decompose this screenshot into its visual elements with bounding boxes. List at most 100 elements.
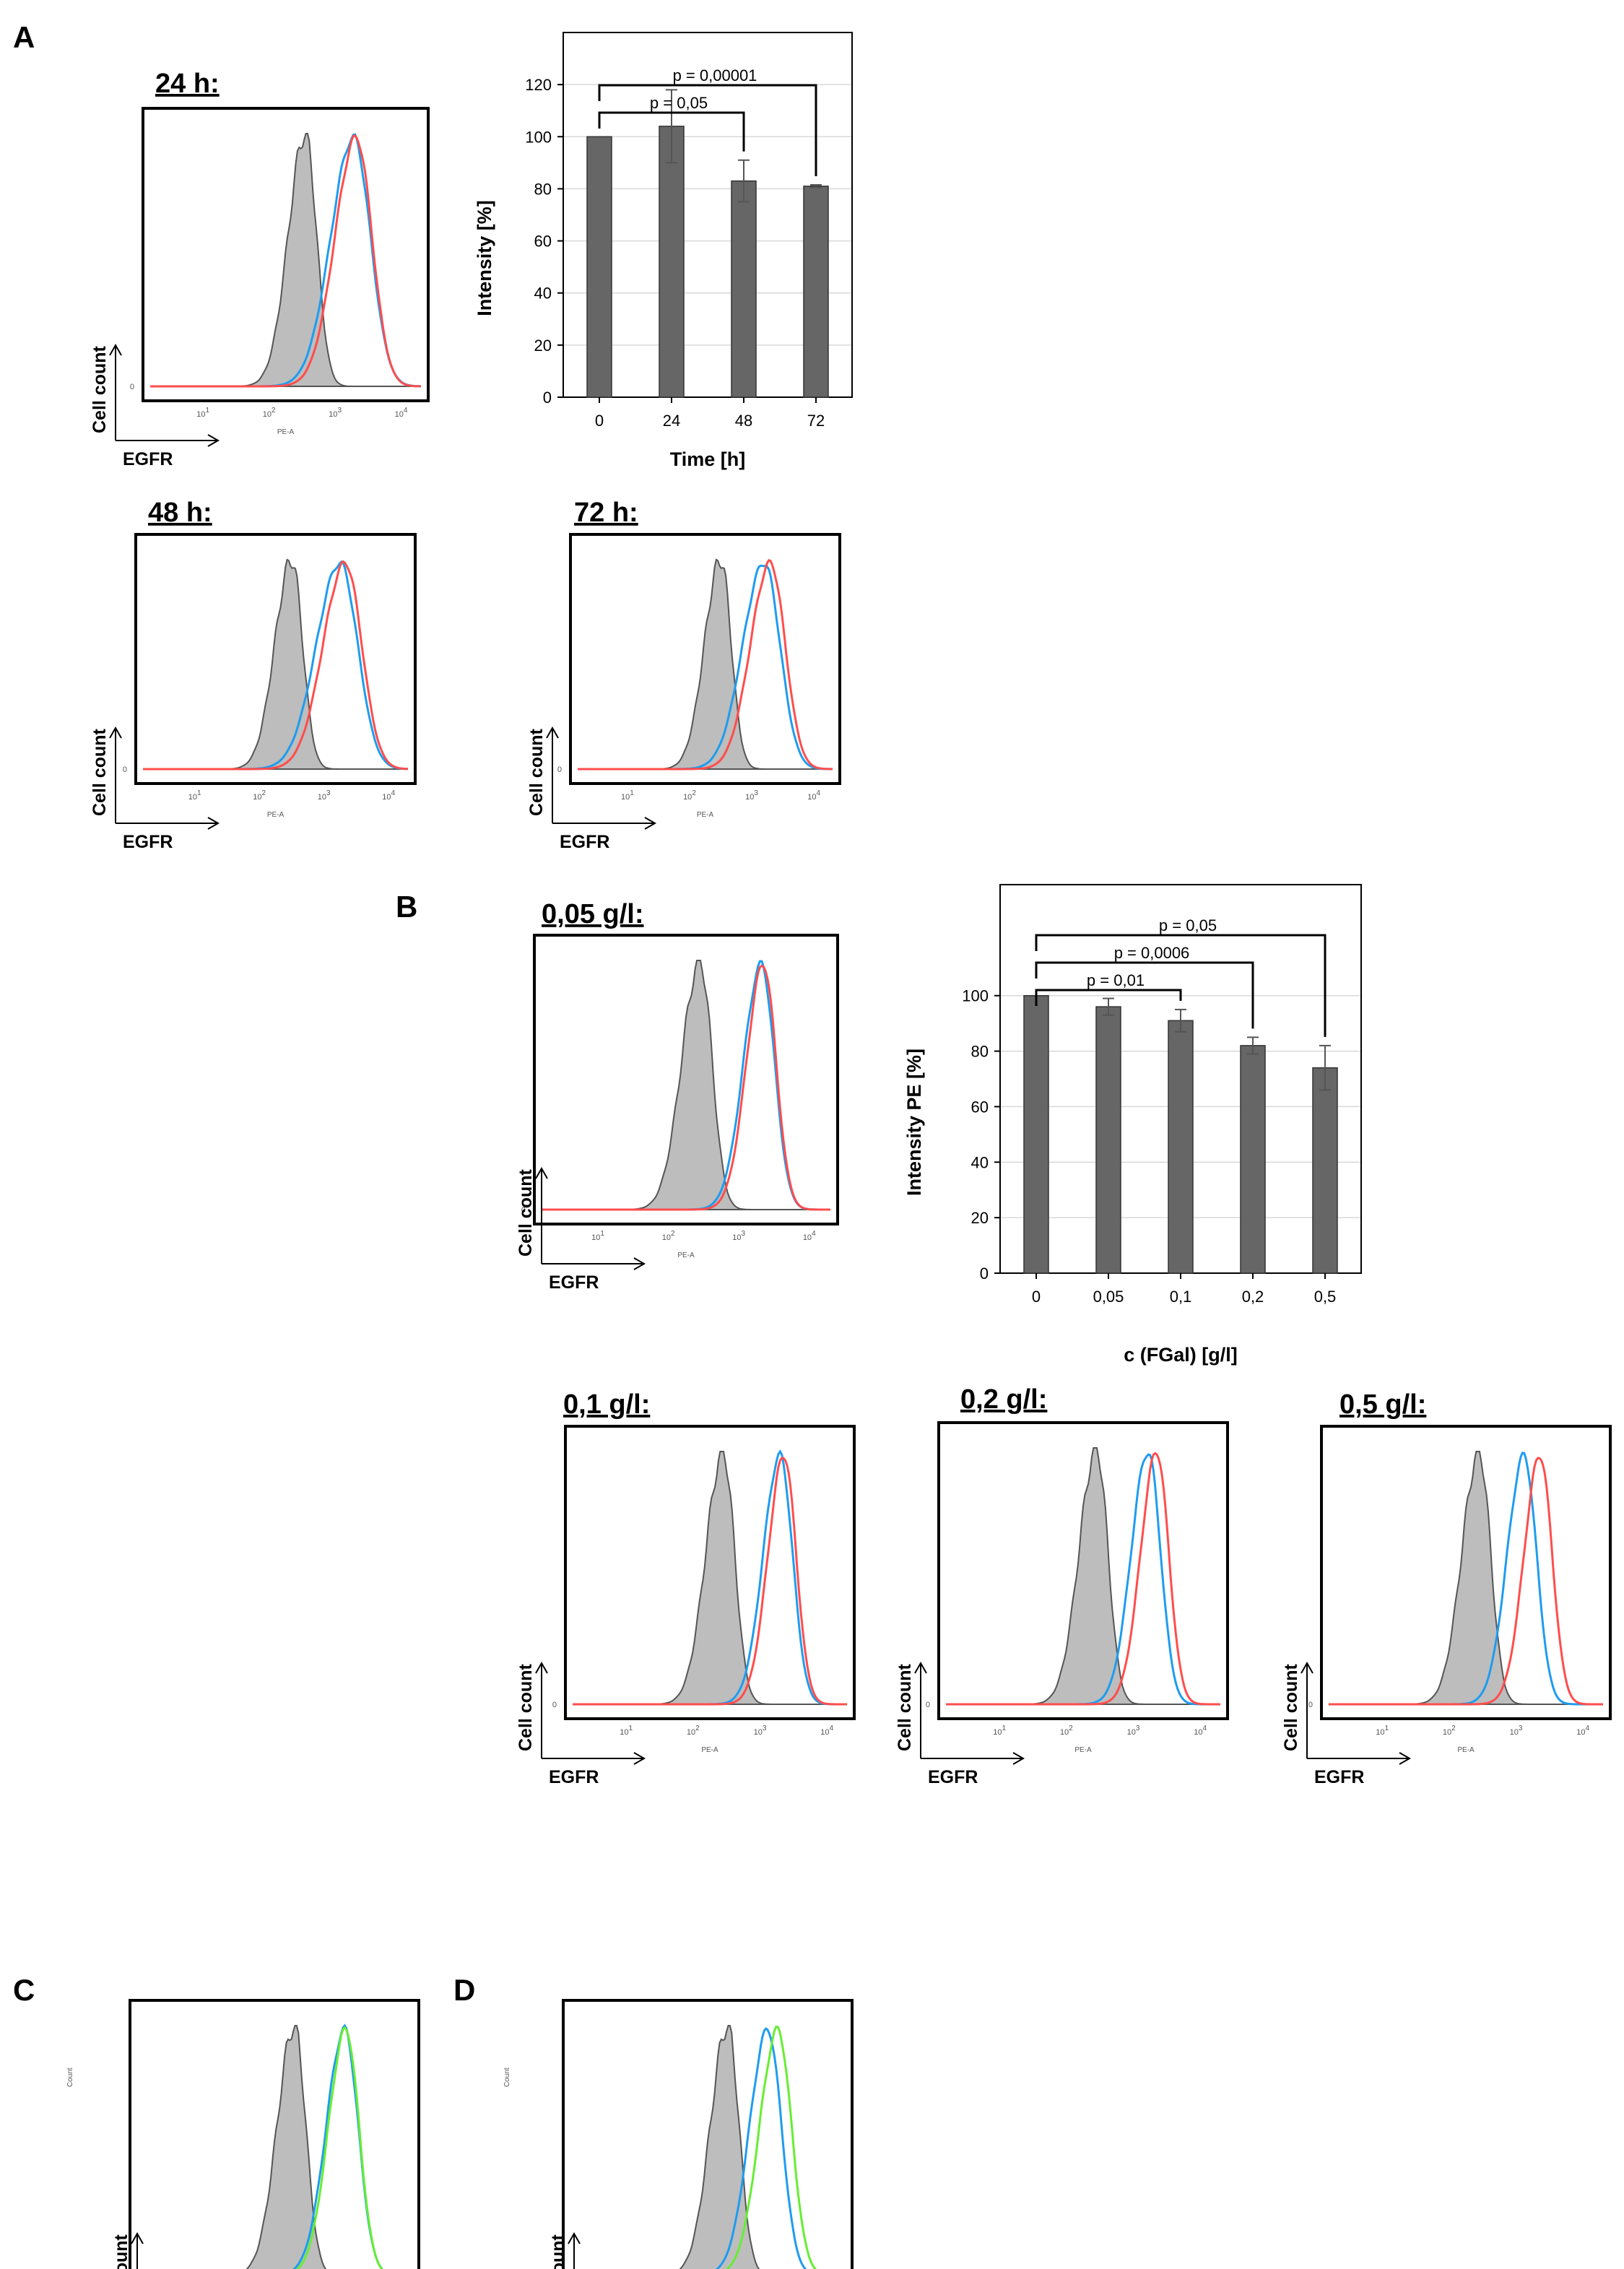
bar — [1240, 1045, 1266, 1274]
hist-title-01: 0,1 g/l: — [563, 1389, 650, 1420]
y-arrow-head — [109, 343, 122, 356]
decade-exponent: 3 — [754, 789, 758, 797]
bar — [659, 126, 685, 398]
decade-exponent: 3 — [763, 1724, 767, 1732]
decade-tick: 103 — [329, 407, 342, 419]
histogram-frame — [937, 1421, 1229, 1720]
y-axis-title: Intensity PE [%] — [903, 1049, 925, 1196]
egfr-label: EGFR — [123, 449, 173, 469]
decade-exponent: 2 — [692, 789, 696, 797]
x-tick-label: 48 — [735, 412, 752, 430]
decade-tick: 103 — [745, 789, 758, 802]
y-arrow-head — [546, 726, 559, 739]
bar — [1023, 994, 1049, 1274]
significance-bracket — [598, 111, 745, 152]
untreated-histogram — [578, 559, 833, 771]
histogram-01: 0 101 102 103 104 PE-A Cell count EGFR — [516, 1425, 856, 1787]
decade-tick: 101 — [591, 1230, 604, 1242]
pe-axis-label: PE-A — [267, 811, 285, 819]
significance-bracket — [1035, 934, 1326, 1037]
y-tick-label: 80 — [971, 1043, 989, 1061]
egfr-label: EGFR — [123, 832, 173, 852]
untreated-histogram — [143, 560, 409, 771]
decade-exponent: 4 — [1586, 1724, 1590, 1732]
zero-tick: 0 — [926, 1701, 930, 1709]
p-value-label: p = 0,05 — [1159, 916, 1217, 934]
cell-count-label: Cell count — [548, 2234, 568, 2269]
y-arrow-head — [914, 1661, 927, 1674]
control-histogram — [1329, 1451, 1603, 1705]
decade-exponent: 2 — [1069, 1724, 1073, 1732]
p-value-label: p = 0,0006 — [1114, 944, 1190, 962]
y-tick-label: 120 — [525, 76, 552, 94]
alt-histogram — [725, 2025, 817, 2269]
decade-tick: 102 — [253, 789, 266, 802]
control-histogram — [150, 133, 421, 387]
y-arrow-head — [109, 726, 122, 739]
significance-bracket — [598, 84, 817, 177]
x-axis-title: c (FGal) [g/l] — [1124, 1344, 1238, 1366]
y-tick-label: 60 — [534, 233, 552, 251]
decade-tick: 104 — [820, 1724, 833, 1737]
x-tick-label: 0,05 — [1093, 1288, 1124, 1306]
histogram-frame — [129, 1999, 420, 2269]
x-tick-label: 0 — [595, 412, 604, 430]
y-arrow-head — [568, 2231, 581, 2244]
panel-label-a: A — [13, 20, 35, 54]
cell-count-label: Cell count — [895, 1663, 915, 1751]
panel-label-c: C — [13, 1973, 35, 2007]
histogram-frame — [569, 533, 841, 785]
y-tick-label: 0 — [543, 389, 552, 407]
decade-exponent: 1 — [197, 789, 201, 797]
bar — [1312, 1067, 1338, 1274]
cell-count-label: Cell count — [516, 1168, 536, 1257]
x-tick-label: 24 — [663, 412, 680, 430]
p-value-label: p = 0,05 — [650, 94, 708, 112]
egfr-label: EGFR — [549, 1272, 599, 1293]
zero-tick: 0 — [1308, 1701, 1313, 1709]
decade-exponent: 2 — [261, 789, 266, 797]
decade-tick: 104 — [803, 1230, 816, 1242]
x-arrow-head — [207, 434, 220, 447]
decade-tick: 101 — [188, 789, 201, 802]
decade-exponent: 4 — [830, 1724, 834, 1732]
y-tick-label: 40 — [971, 1153, 989, 1171]
decade-tick: 102 — [1443, 1724, 1456, 1737]
decade-exponent: 1 — [600, 1230, 604, 1238]
cell-count-label: Cell count — [111, 2234, 131, 2269]
decade-exponent: 1 — [1384, 1724, 1389, 1732]
histogram-24h: 0 101 102 103 104 PE-A Cell count EGFR — [90, 107, 430, 469]
untreated-histogram — [1329, 1457, 1603, 1706]
pe-axis-label: PE-A — [677, 1251, 695, 1259]
cell-count-label: Cell count — [1281, 1663, 1301, 1751]
y-arrow-head — [1300, 1661, 1313, 1674]
hist-title-72h: 72 h: — [574, 498, 638, 528]
decade-exponent: 4 — [1203, 1724, 1207, 1732]
x-tick-label: 72 — [807, 412, 825, 430]
x-arrow-head — [633, 1752, 646, 1765]
x-tick-label: 0,1 — [1170, 1288, 1192, 1306]
decade-tick: 104 — [1194, 1724, 1207, 1737]
control-histogram — [246, 2025, 327, 2269]
y-arrow-head — [535, 1661, 548, 1674]
hist-title-005: 0,05 g/l: — [542, 899, 644, 929]
cell-count-label: Cell count — [526, 728, 547, 816]
y-tick-label: 0 — [980, 1264, 989, 1283]
decade-exponent: 2 — [1451, 1724, 1456, 1732]
y-arrow-head — [535, 1166, 548, 1179]
x-axis-title: Time [h] — [670, 448, 746, 470]
panel-label-d: D — [453, 1973, 475, 2007]
decade-tick: 101 — [621, 789, 634, 802]
histogram-frame — [564, 1425, 856, 1720]
decade-exponent: 1 — [1002, 1724, 1006, 1732]
hist-title-02: 0,2 g/l: — [960, 1384, 1047, 1415]
bar-chart-time: 0 20 40 60 80 100 120 0 24 48 72 Intensity [%] Time … — [474, 32, 853, 470]
histogram-frame — [562, 1999, 854, 2269]
histogram-72h: 0 101 102 103 104 PE-A Cell count EGFR — [526, 533, 841, 852]
count-label: Count — [66, 2068, 74, 2087]
cell-count-label: Cell count — [90, 728, 110, 816]
cell-count-label: Cell count — [516, 1663, 536, 1751]
x-tick-label: 0,2 — [1242, 1288, 1264, 1306]
y-axis-title: Intensity [%] — [474, 200, 495, 316]
